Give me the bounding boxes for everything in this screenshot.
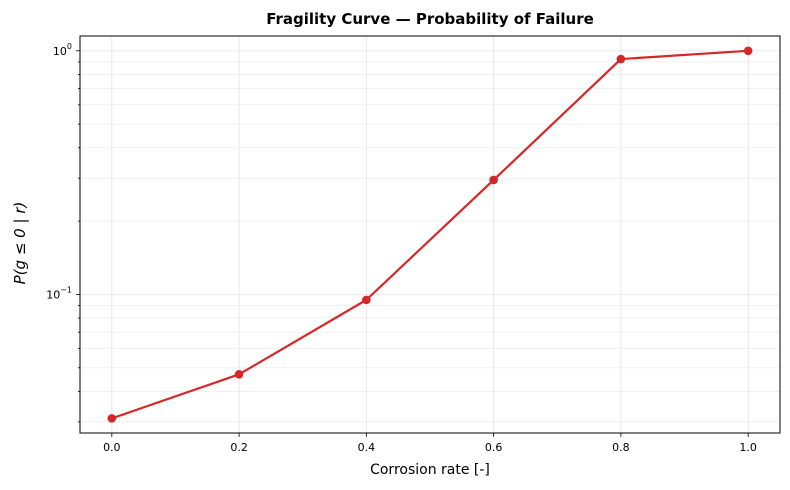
data-point xyxy=(616,54,626,64)
plot-frame xyxy=(79,35,781,434)
series-line xyxy=(111,49,749,420)
y-tick-label: 100 xyxy=(53,42,72,58)
data-point xyxy=(107,414,117,423)
data-point xyxy=(234,370,244,379)
y-axis-label: P(g ≤ 0 | r) xyxy=(11,202,29,285)
x-tick-label: 1.0 xyxy=(739,441,757,454)
x-tick-label: 0.6 xyxy=(485,441,503,454)
data-point xyxy=(489,175,498,185)
data-point xyxy=(362,295,371,305)
chart-title: Fragility Curve — Probability of Failure xyxy=(266,10,594,28)
x-tick-label: 0.8 xyxy=(612,441,630,454)
y-tick-label: 10−1 xyxy=(46,285,72,301)
x-axis: 0.0 0.2 0.4 0.6 0.8 1.0 xyxy=(103,433,757,454)
grid xyxy=(80,36,780,433)
y-axis: 10−1 100 xyxy=(46,42,80,423)
series-layer xyxy=(107,46,753,423)
data-point xyxy=(743,46,753,56)
x-axis-label: Corrosion rate [-] xyxy=(370,462,490,478)
x-tick-label: 0.4 xyxy=(358,441,376,454)
x-tick-label: 0.0 xyxy=(103,441,121,454)
x-tick-label: 0.2 xyxy=(230,441,248,454)
